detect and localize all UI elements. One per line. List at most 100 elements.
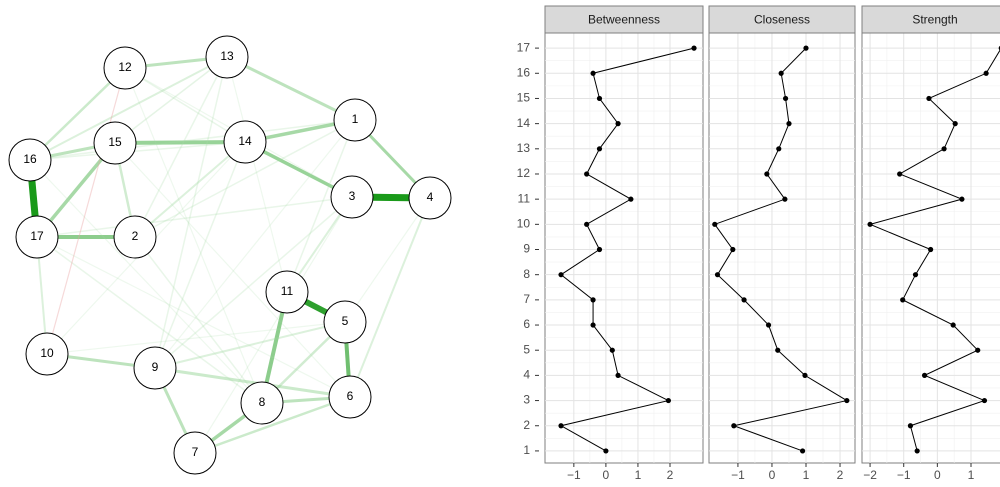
node-label: 6 [347,389,354,403]
node-label: 8 [259,395,266,409]
node [408,176,452,220]
x-tick-label: −2 [863,468,877,482]
x-tick-label: 0 [934,468,941,482]
node [265,270,309,314]
panel-strip [544,5,704,34]
node-label: 17 [30,229,44,243]
edge [134,119,356,238]
point [775,347,781,353]
point [590,297,596,303]
point [665,397,671,404]
point [584,221,590,227]
edge [124,67,263,404]
point [628,196,634,202]
edge [124,67,246,143]
node-label: 16 [23,152,37,166]
edge [226,55,356,122]
node [173,431,217,475]
point [730,246,736,253]
point [941,146,947,152]
edge [46,67,126,355]
node-label: 4 [427,190,434,204]
point [558,272,564,278]
point [900,297,906,303]
y-tick-label: 6 [523,317,530,331]
node [330,175,374,219]
edge [29,141,246,161]
y-tick-label: 8 [523,267,530,281]
edge [36,196,353,238]
node-label: 10 [40,346,54,360]
edge [154,196,353,369]
edge [36,236,351,398]
point [975,347,981,353]
point [907,423,914,429]
point [609,347,615,353]
point [741,297,747,303]
point [712,221,718,227]
node [205,35,249,79]
edge [154,366,351,399]
point [782,196,788,202]
point [802,372,808,378]
x-tick-label: 1 [803,468,810,482]
edge [114,140,246,145]
node-label: 5 [342,314,349,328]
point [952,121,958,127]
edge [114,56,228,144]
y-tick-label: 4 [523,368,530,382]
point [981,397,988,404]
point [983,70,989,76]
point [912,272,919,278]
point [596,246,603,253]
panel-title: Strength [912,13,957,27]
edge [29,56,228,161]
node-label: 1 [352,112,359,126]
edge [226,56,288,293]
panel-title: Closeness [754,13,810,27]
y-tick-label: 2 [523,418,530,432]
x-tick-label: −1 [731,468,745,482]
node-label: 3 [349,189,356,203]
x-tick-label: −1 [567,468,581,482]
y-tick-label: 14 [517,116,531,130]
point [803,45,809,51]
point [590,70,596,76]
edge [194,196,353,454]
point [897,171,903,177]
node [323,300,367,344]
point [928,246,934,253]
node-label: 7 [192,445,199,459]
y-tick-label: 1 [523,443,530,457]
point [584,171,590,177]
node [25,332,69,376]
node [223,120,267,164]
node [93,121,137,165]
point [799,448,806,454]
node [240,381,284,425]
edge [36,236,263,404]
edge [46,321,346,355]
panel-strip [708,5,856,34]
x-tick-label: 1 [968,468,975,482]
point [867,221,873,227]
node [333,98,377,142]
y-tick-label: 5 [523,342,530,356]
point [596,95,603,102]
panel-strip [861,5,1000,34]
node-label: 14 [238,134,252,148]
point [764,171,770,177]
point [921,372,928,378]
node [8,138,52,182]
y-tick-label: 12 [517,166,531,180]
point [782,95,789,102]
node-label: 9 [152,360,159,374]
x-tick-label: 0 [769,468,776,482]
point [603,448,609,454]
point [590,322,596,328]
edge [154,321,346,369]
point [926,95,932,102]
point [558,423,564,429]
point [776,146,782,152]
